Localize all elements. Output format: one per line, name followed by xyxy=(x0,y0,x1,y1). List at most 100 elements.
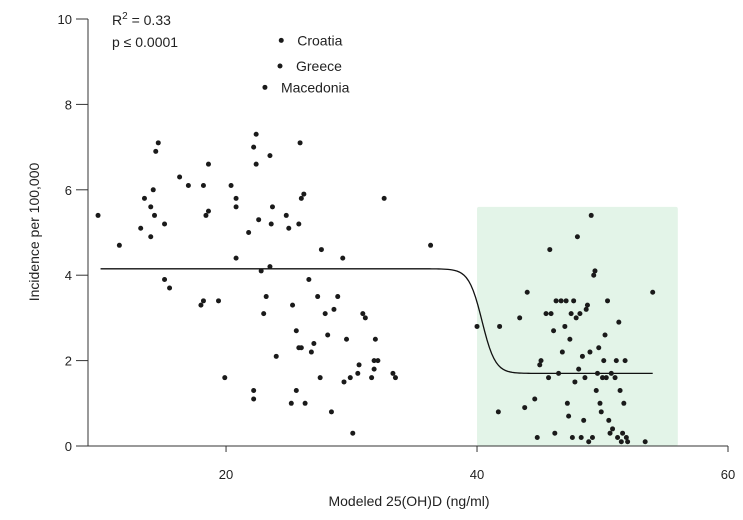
data-point xyxy=(534,434,540,440)
data-point xyxy=(371,366,377,372)
data-point xyxy=(246,230,252,235)
r-squared-prefix: R xyxy=(112,12,122,28)
data-point xyxy=(155,140,161,146)
data-point xyxy=(138,225,144,231)
data-point xyxy=(606,417,612,423)
y-tick-label: 6 xyxy=(65,183,72,198)
data-point xyxy=(200,183,206,189)
data-point xyxy=(152,212,158,218)
data-point xyxy=(325,332,331,338)
data-point xyxy=(162,221,168,227)
data-point xyxy=(588,212,594,218)
data-point xyxy=(642,439,648,445)
data-point xyxy=(253,131,259,137)
data-point xyxy=(625,439,631,445)
data-point xyxy=(586,439,592,445)
data-point xyxy=(222,375,228,381)
y-tick-label: 0 xyxy=(65,439,72,454)
data-point xyxy=(253,161,259,167)
data-point xyxy=(583,306,589,312)
data-point xyxy=(369,375,375,381)
data-point xyxy=(474,323,480,329)
data-point xyxy=(216,298,222,304)
data-point xyxy=(308,349,314,355)
data-point xyxy=(589,434,595,440)
data-point xyxy=(328,409,334,415)
data-point xyxy=(283,212,289,218)
data-point xyxy=(537,362,543,368)
y-tick-label: 2 xyxy=(65,354,72,369)
data-point xyxy=(576,366,582,372)
data-point xyxy=(261,311,267,317)
data-point xyxy=(584,302,590,308)
data-point xyxy=(551,328,557,334)
data-point xyxy=(564,400,570,406)
data-point xyxy=(497,323,503,329)
data-point xyxy=(153,148,159,154)
data-point xyxy=(553,298,559,304)
y-tick-label: 4 xyxy=(65,268,72,283)
data-point xyxy=(298,345,304,351)
data-point xyxy=(612,375,618,381)
data-point xyxy=(552,430,558,436)
data-point xyxy=(581,417,587,423)
p-value-annotation: p ≤ 0.0001 xyxy=(112,34,178,50)
data-point xyxy=(256,217,262,223)
data-point xyxy=(286,225,292,231)
data-point xyxy=(95,212,101,218)
y-tick-label: 8 xyxy=(65,97,72,112)
data-point xyxy=(572,379,578,385)
data-point xyxy=(558,298,564,304)
data-point xyxy=(578,434,584,440)
data-point xyxy=(306,276,312,282)
data-point xyxy=(311,341,317,347)
data-point xyxy=(141,195,147,201)
data-point xyxy=(322,311,328,317)
data-point xyxy=(562,323,568,329)
country-label: Greece xyxy=(296,58,342,74)
r-squared-superscript: 2 xyxy=(122,11,128,22)
data-point xyxy=(298,195,304,201)
data-point xyxy=(524,289,530,295)
data-point xyxy=(592,268,598,274)
data-point xyxy=(267,264,273,270)
data-point xyxy=(598,409,604,415)
labeled-data-point xyxy=(278,37,284,43)
data-point xyxy=(251,144,257,150)
data-point xyxy=(605,298,611,304)
data-point xyxy=(607,430,613,436)
data-point xyxy=(591,272,597,278)
data-point xyxy=(582,375,588,381)
x-tick-label: 20 xyxy=(219,467,233,482)
data-point xyxy=(315,294,321,300)
data-point xyxy=(150,187,156,193)
data-point xyxy=(228,183,234,189)
data-point xyxy=(517,315,523,321)
labeled-data-point xyxy=(277,63,283,69)
data-point xyxy=(593,387,599,393)
data-point xyxy=(616,319,622,325)
data-point xyxy=(587,349,593,355)
data-point xyxy=(548,311,554,317)
data-point xyxy=(375,358,381,364)
data-point xyxy=(356,362,362,368)
data-point xyxy=(167,285,173,291)
data-point xyxy=(301,191,307,197)
data-point xyxy=(577,311,583,317)
data-point xyxy=(350,430,356,436)
data-point xyxy=(597,400,603,406)
data-point xyxy=(392,375,398,381)
data-point xyxy=(267,153,273,159)
data-point xyxy=(360,311,366,317)
data-point xyxy=(600,375,606,381)
data-point xyxy=(601,358,607,364)
data-point xyxy=(568,311,574,317)
data-point xyxy=(148,234,154,240)
data-point xyxy=(302,400,308,406)
data-point xyxy=(559,349,565,355)
data-point xyxy=(594,370,600,376)
data-point xyxy=(205,161,211,167)
data-point xyxy=(297,140,303,146)
country-label: Macedonia xyxy=(281,79,350,95)
